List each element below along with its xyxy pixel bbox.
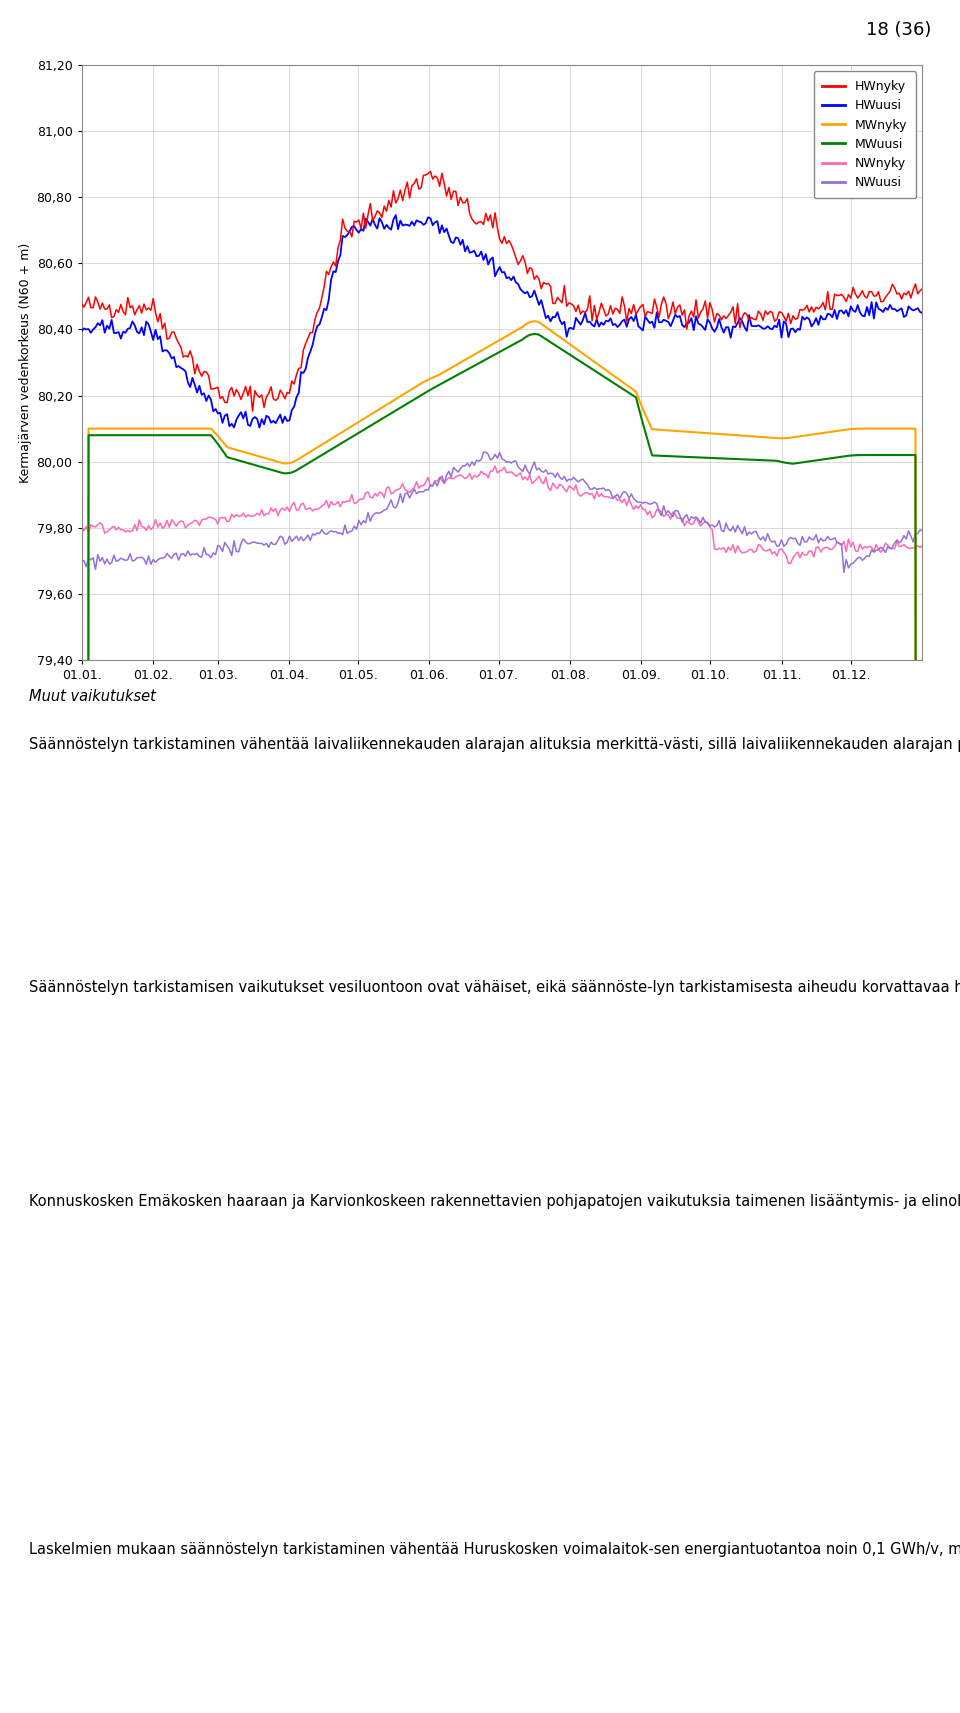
Y-axis label: Kermajärven vedenkorkeus (N60 + m): Kermajärven vedenkorkeus (N60 + m) (19, 242, 33, 483)
Text: 18 (36): 18 (36) (866, 21, 931, 39)
Legend: HWnyky, HWuusi, MWnyky, MWuusi, NWnyky, NWuusi: HWnyky, HWuusi, MWnyky, MWuusi, NWnyky, … (814, 72, 916, 199)
Text: Konnuskosken Emäkosken haaraan ja Karvionkoskeen rakennettavien pohjapatojen vai: Konnuskosken Emäkosken haaraan ja Karvio… (29, 1194, 960, 1209)
Text: Laskelmien mukaan säännöstelyn tarkistaminen vähentää Huruskosken voimalaitok-se: Laskelmien mukaan säännöstelyn tarkistam… (29, 1542, 960, 1557)
Text: Muut vaikutukset: Muut vaikutukset (29, 689, 156, 704)
Text: Säännöstelyn tarkistamisen vaikutukset vesiluontoon ovat vähäiset, eikä säännöst: Säännöstelyn tarkistamisen vaikutukset v… (29, 980, 960, 995)
Text: Säännöstelyn tarkistaminen vähentää laivaliikennekauden alarajan alituksia merki: Säännöstelyn tarkistaminen vähentää laiv… (29, 737, 960, 752)
